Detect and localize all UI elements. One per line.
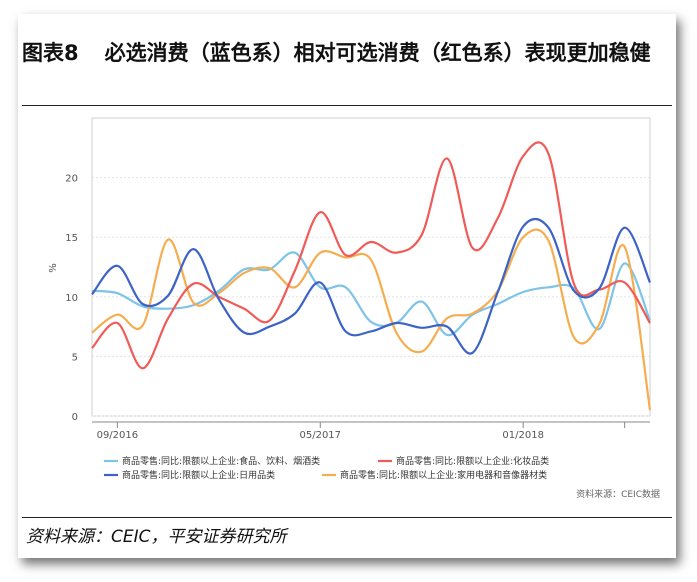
series-line-1 <box>91 251 652 337</box>
x-tick-label: 05/2017 <box>299 430 341 441</box>
series-line-4 <box>91 228 652 411</box>
chart-series-lines <box>91 141 652 411</box>
series-line-3 <box>91 217 652 355</box>
y-tick-label: 0 <box>72 412 78 423</box>
footer-divider <box>22 517 672 518</box>
y-tick-label: 20 <box>65 174 78 185</box>
y-tick-label: 5 <box>72 352 78 363</box>
y-tick-label: 10 <box>65 293 78 304</box>
y-axis-label: % <box>48 263 59 273</box>
chart-grid <box>91 117 651 417</box>
figure-number: 图表8 <box>22 41 79 65</box>
source-footnote: 资料来源：CEIC，平安证券研究所 <box>26 527 287 547</box>
series-line-2 <box>91 141 651 370</box>
legend-item-label: 商品零售:同比:限额以上企业:化妆品类 <box>396 455 549 467</box>
legend-item-label: 商品零售:同比:限额以上企业:食品、饮料、烟酒类 <box>122 455 320 467</box>
y-axis-ticks: 0 5 10 15 20 <box>65 174 78 423</box>
x-tick-label: 09/2016 <box>97 430 139 441</box>
x-axis: 09/2016 05/2017 01/2018 <box>92 421 650 441</box>
chart-legend: 商品零售:同比:限额以上企业:食品、饮料、烟酒类 商品零售:同比:限额以上企业:化… <box>104 455 549 481</box>
chart-source-note: 资料来源：CEIC数据 <box>576 488 660 500</box>
y-tick-label: 15 <box>65 233 78 244</box>
figure-title-text: 必选消费（蓝色系）相对可选消费（红色系）表现更加稳健 <box>104 41 651 65</box>
legend-item-label: 商品零售:同比:限额以上企业:日用品类 <box>122 469 275 481</box>
plot-area-border <box>91 117 651 417</box>
title-divider <box>22 105 672 106</box>
x-tick-label: 01/2018 <box>502 430 544 441</box>
legend-item-label: 商品零售:同比:限额以上企业:家用电器和音像器材类 <box>340 469 547 481</box>
figure-title: 图表8 必选消费（蓝色系）相对可选消费（红色系）表现更加稳健 <box>22 40 672 67</box>
